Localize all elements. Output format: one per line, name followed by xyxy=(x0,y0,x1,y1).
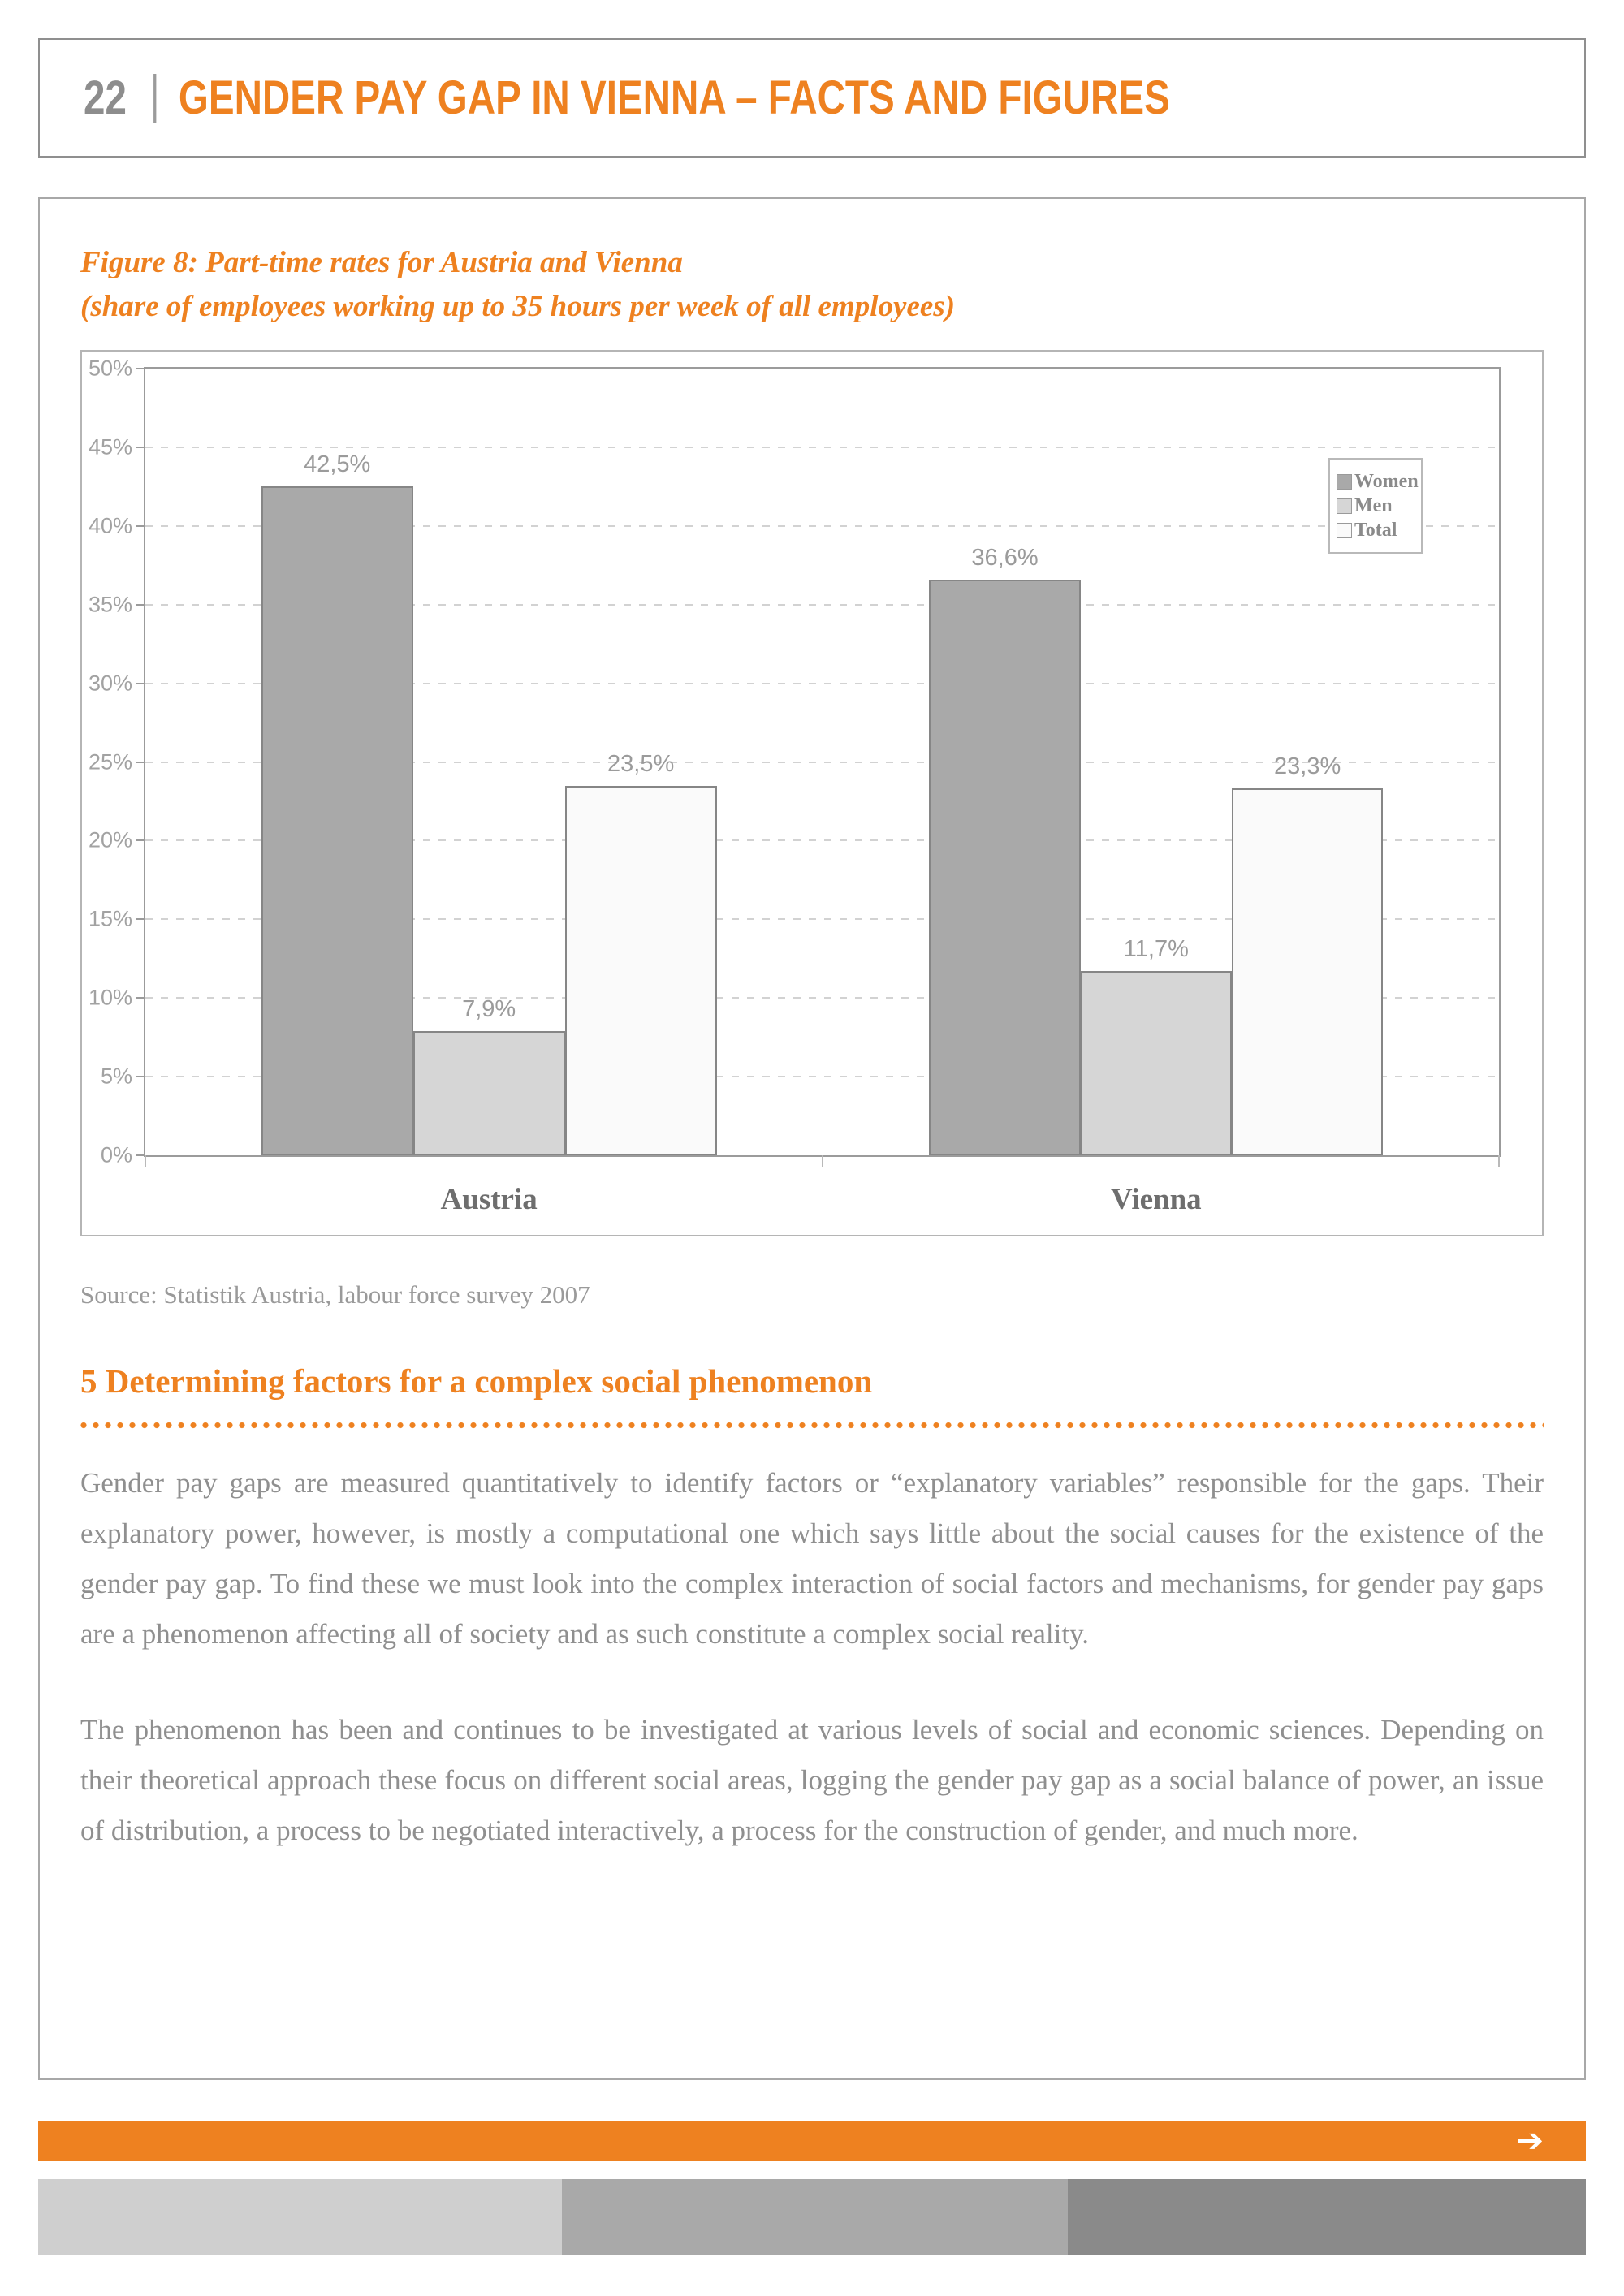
footer-band-segment-1 xyxy=(38,2179,563,2255)
x-axis-tick-mark xyxy=(821,1155,823,1167)
y-axis-tick-label: 45% xyxy=(88,434,132,460)
page-title: GENDER PAY GAP IN VIENNA – FACTS AND FIG… xyxy=(178,71,1170,124)
y-axis-tick-label: 20% xyxy=(88,827,132,852)
bar-value-label-vienna-men: 11,7% xyxy=(1123,936,1189,963)
y-axis-tick-label: 25% xyxy=(88,749,132,774)
footer-gray-band xyxy=(38,2179,1586,2255)
y-axis-tick-label: 40% xyxy=(88,513,132,538)
page-header: 22 GENDER PAY GAP IN VIENNA – FACTS AND … xyxy=(38,38,1586,158)
y-axis-tick-mark xyxy=(136,524,145,527)
bar-slot-vienna-total: 23,3% xyxy=(1231,369,1384,1155)
legend-swatch-men xyxy=(1337,498,1352,514)
bar-slot-austria-women: 42,5% xyxy=(261,369,413,1155)
y-axis-tick-label: 5% xyxy=(100,1064,132,1089)
legend-label-total: Total xyxy=(1354,520,1397,541)
page-number: 22 xyxy=(84,71,127,124)
figure-title-line-2: (share of employees working up to 35 hou… xyxy=(80,290,956,323)
figure-title-line-1: Figure 8: Part-time rates for Austria an… xyxy=(80,246,683,279)
bar-vienna-women xyxy=(929,579,1081,1155)
footer-accent-bar: ➔ xyxy=(38,2121,1586,2161)
category-label-austria: Austria xyxy=(440,1183,538,1216)
bar-group-vienna: 36,6% 11,7% 23,3% xyxy=(929,369,1384,1155)
gridline-25% xyxy=(145,761,1499,763)
y-axis-tick-mark xyxy=(136,761,145,763)
bar-austria-men xyxy=(412,1030,565,1155)
bar-austria-total xyxy=(564,785,717,1155)
bar-slot-vienna-women: 36,6% xyxy=(929,369,1081,1155)
footer-band-segment-2 xyxy=(562,2179,1069,2255)
gridline-10% xyxy=(145,997,1499,999)
legend-item-total: Total xyxy=(1337,520,1415,541)
y-axis-tick-mark xyxy=(136,446,145,448)
bar-vienna-total xyxy=(1231,788,1384,1155)
gridline-30% xyxy=(145,682,1499,684)
legend-item-men: Men xyxy=(1337,495,1415,516)
bar-slot-austria-total: 23,5% xyxy=(564,369,717,1155)
source-note: Source: Statistik Austria, labour force … xyxy=(80,1280,590,1309)
legend-swatch-women xyxy=(1337,473,1352,490)
section-heading: 5 Determining factors for a complex soci… xyxy=(80,1362,873,1400)
header-separator xyxy=(153,73,156,123)
x-axis-tick-mark xyxy=(1498,1155,1500,1167)
bar-slot-vienna-men: 11,7% xyxy=(1080,369,1232,1155)
y-axis-tick-mark xyxy=(136,603,145,606)
gridline-20% xyxy=(145,839,1499,842)
gridline-45% xyxy=(145,446,1499,448)
gridline-40% xyxy=(145,524,1499,527)
y-axis-tick-label: 10% xyxy=(88,985,132,1010)
page-header-inner: 22 GENDER PAY GAP IN VIENNA – FACTS AND … xyxy=(84,71,1170,125)
body-paragraph-2: The phenomenon has been and continues to… xyxy=(80,1714,1544,1846)
bar-austria-women xyxy=(261,486,413,1155)
body-paragraph-1: Gender pay gaps are measured quantitativ… xyxy=(80,1467,1544,1650)
legend: Women Men Total xyxy=(1328,458,1423,554)
content-box: Figure 8: Part-time rates for Austria an… xyxy=(38,197,1586,2080)
x-axis-tick-mark xyxy=(145,1155,146,1167)
figure-title: Figure 8: Part-time rates for Austria an… xyxy=(80,241,1544,329)
bar-slot-austria-men: 7,9% xyxy=(412,369,565,1155)
dotted-divider xyxy=(80,1422,1544,1429)
y-axis-tick-mark xyxy=(136,839,145,842)
y-axis-tick-label: 15% xyxy=(88,906,132,931)
legend-label-women: Women xyxy=(1354,471,1419,492)
y-axis-tick-mark xyxy=(136,682,145,684)
bar-vienna-men xyxy=(1080,971,1232,1155)
footer-band-segment-3 xyxy=(1068,2179,1586,2255)
gridline-35% xyxy=(145,603,1499,606)
bar-value-label-austria-total: 23,5% xyxy=(607,750,675,777)
bar-chart-figure: 0% 5% 10% 15% 20% 25% 30% 35% 40% 45% 50% 42,5% 7,9%… xyxy=(80,350,1544,1236)
y-axis-tick-label: 0% xyxy=(100,1142,132,1167)
legend-label-men: Men xyxy=(1354,495,1393,516)
plot-area: 0% 5% 10% 15% 20% 25% 30% 35% 40% 45% 50% 42,5% 7,9%… xyxy=(89,357,1501,1216)
gridline-5% xyxy=(145,1076,1499,1078)
y-axis-tick-mark xyxy=(136,997,145,999)
bar-value-label-vienna-women: 36,6% xyxy=(971,544,1039,571)
y-axis-tick-mark xyxy=(136,368,145,369)
y-axis-tick-label: 35% xyxy=(88,592,132,617)
category-label-vienna: Vienna xyxy=(1110,1183,1202,1216)
y-axis-tick-mark xyxy=(136,1076,145,1078)
bar-value-label-austria-men: 7,9% xyxy=(462,995,516,1022)
y-axis-tick-label: 30% xyxy=(88,671,132,696)
arrow-right-icon: ➔ xyxy=(1516,2122,1544,2160)
legend-item-women: Women xyxy=(1337,471,1419,492)
bar-group-austria: 42,5% 7,9% 23,5% xyxy=(261,369,717,1155)
gridline-15% xyxy=(145,918,1499,921)
bar-value-label-austria-women: 42,5% xyxy=(304,451,371,478)
y-axis-tick-mark xyxy=(136,1154,145,1156)
bar-value-label-vienna-total: 23,3% xyxy=(1274,753,1341,780)
y-axis-tick-mark xyxy=(136,918,145,921)
y-axis-tick-label: 50% xyxy=(88,356,132,381)
legend-swatch-total xyxy=(1337,522,1352,538)
